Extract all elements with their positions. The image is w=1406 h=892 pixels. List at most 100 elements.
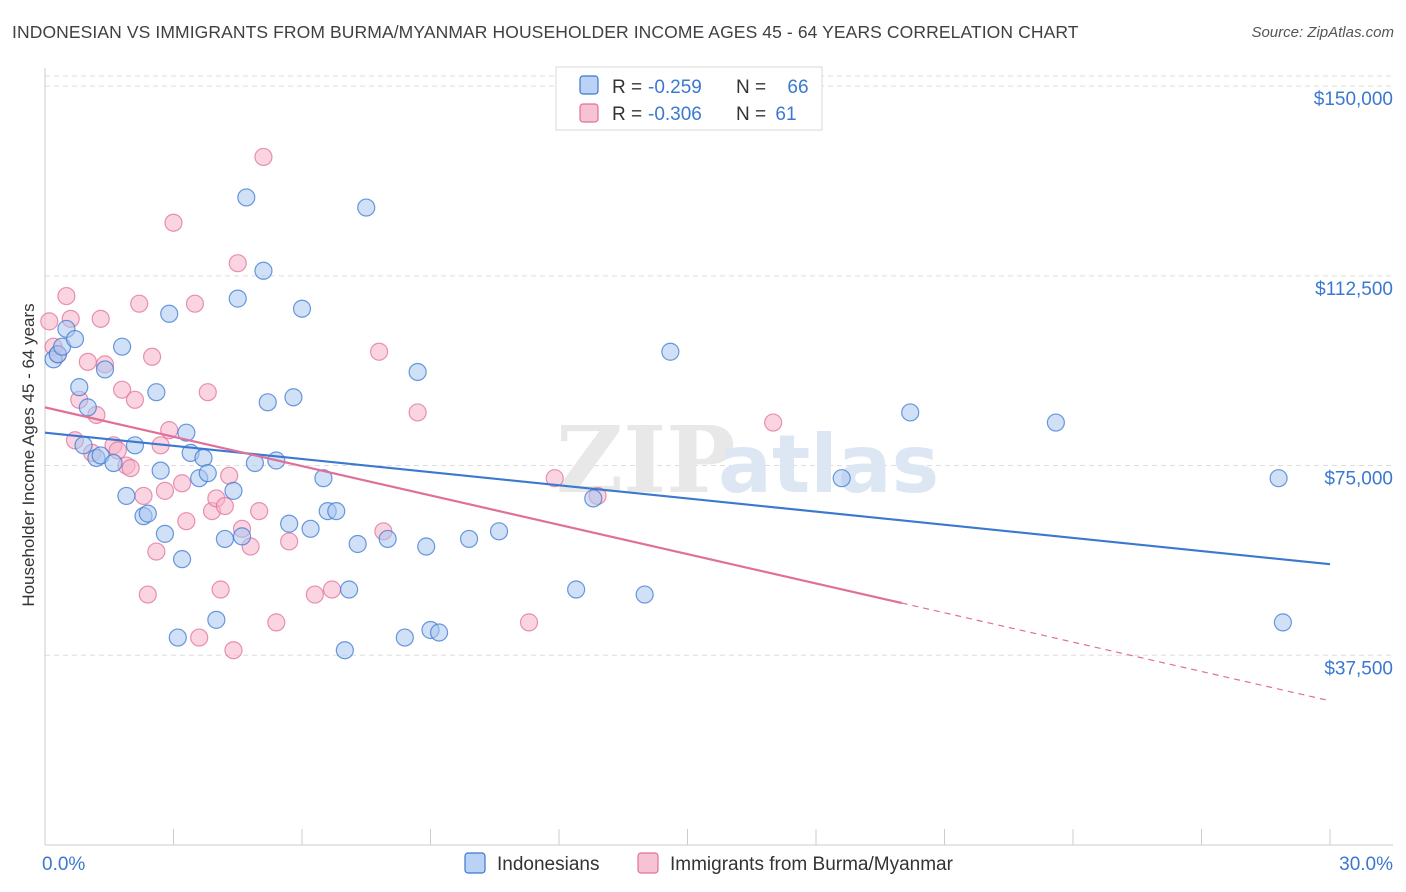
series-indonesians-points <box>44 188 1292 660</box>
y-tick-label: $37,500 <box>1324 658 1393 679</box>
indonesians-point <box>117 486 136 506</box>
indonesians-point <box>224 481 243 500</box>
legend-swatch-indonesians <box>579 75 599 95</box>
y-tick-label: $150,000 <box>1314 89 1393 110</box>
legend-n-value-2: 61 <box>775 104 796 125</box>
burma-point <box>142 347 162 366</box>
bottom-legend-label-burma: Immigrants from Burma/Myanmar <box>670 854 954 875</box>
burma-point <box>155 481 175 500</box>
burma-point <box>138 585 157 604</box>
burma-point <box>408 403 427 422</box>
indonesians-point <box>95 360 115 379</box>
legend-n-label-1: N = <box>736 77 766 98</box>
indonesians-point <box>832 469 851 488</box>
indonesians-point <box>198 464 217 483</box>
indonesians-point <box>168 628 187 647</box>
indonesians-point <box>459 529 479 549</box>
burma-point <box>254 147 273 167</box>
burma-point <box>519 613 539 632</box>
indonesians-point <box>258 393 277 412</box>
burma-point <box>250 501 269 521</box>
legend-r-label-2: R = <box>612 104 642 125</box>
trend-lines <box>44 406 1331 702</box>
burma-point <box>164 213 183 232</box>
indonesians-point <box>160 304 179 323</box>
bottom-legend-swatch-indonesians <box>464 852 486 874</box>
trend-line-0 <box>44 431 1331 566</box>
legend-swatch-burma <box>579 103 599 123</box>
indonesians-point <box>314 469 333 488</box>
burma-point <box>764 413 783 432</box>
indonesians-point <box>280 514 299 533</box>
burma-point <box>40 312 59 331</box>
indonesians-point <box>207 610 226 629</box>
indonesians-point <box>138 504 157 523</box>
burma-point <box>267 613 286 632</box>
indonesians-point <box>112 337 132 356</box>
burma-point <box>147 542 166 561</box>
burma-point <box>112 380 132 399</box>
indonesians-point <box>1269 469 1288 488</box>
indonesians-point <box>301 519 320 538</box>
burma-point <box>220 466 239 485</box>
y-tick-labels: $37,500 $75,000 $112,500 $150,000 <box>1314 89 1393 679</box>
burma-point <box>91 309 110 328</box>
burma-point <box>57 286 76 306</box>
indonesians-point <box>65 329 85 349</box>
indonesians-point <box>74 436 93 455</box>
bottom-legend-label-indonesians: Indonesians <box>497 854 599 875</box>
burma-point <box>322 580 342 599</box>
indonesians-point <box>155 524 175 543</box>
indonesians-point <box>584 489 603 508</box>
indonesians-point <box>417 537 436 556</box>
indonesians-point <box>395 628 414 647</box>
burma-point <box>177 512 196 531</box>
burma-point <box>121 458 140 478</box>
burma-point <box>190 628 209 647</box>
indonesians-point <box>151 461 170 480</box>
legend-stats: R = -0.259 N = 66 R = -0.306 N = 61 <box>555 66 823 131</box>
x-tick-label: 0.0% <box>42 854 85 875</box>
indonesians-point <box>635 585 654 604</box>
indonesians-point <box>177 423 196 442</box>
legend-r-value-1: -0.259 <box>648 77 702 98</box>
burma-point <box>224 641 243 660</box>
indonesians-point <box>1046 413 1065 432</box>
x-tick-label: 30.0% <box>1339 854 1393 875</box>
y-tick-label: $112,500 <box>1315 279 1393 300</box>
legend-n-value-1: 66 <box>787 77 808 98</box>
burma-point <box>228 254 247 273</box>
burma-point <box>78 352 97 371</box>
series-burma-points <box>40 147 783 660</box>
indonesians-point <box>567 580 586 599</box>
chart-source: Source: ZipAtlas.com <box>1251 24 1394 41</box>
burma-point <box>305 585 324 604</box>
burma-point <box>280 532 299 551</box>
indonesians-point <box>194 448 213 468</box>
indonesians-point <box>661 342 680 361</box>
indonesians-point <box>147 383 166 402</box>
indonesians-point <box>172 550 192 569</box>
indonesians-point <box>408 362 427 382</box>
burma-point <box>172 474 192 493</box>
indonesians-point <box>284 388 303 407</box>
indonesians-point <box>335 641 354 660</box>
legend-series: Indonesians Immigrants from Burma/Myanma… <box>464 852 954 875</box>
indonesians-point <box>237 188 256 207</box>
indonesians-point <box>327 501 346 521</box>
indonesians-point <box>232 527 252 546</box>
legend-n-label-2: N = <box>736 104 766 125</box>
indonesians-point <box>70 378 89 397</box>
burma-point <box>185 294 205 313</box>
indonesians-point <box>348 534 367 554</box>
trend-line-1 <box>44 406 902 605</box>
indonesians-point <box>429 623 449 642</box>
indonesians-point <box>215 529 234 549</box>
watermark-atlas: atlas <box>718 418 939 511</box>
bottom-legend-swatch-burma <box>637 852 659 874</box>
burma-point <box>134 486 153 506</box>
burma-point <box>370 342 389 361</box>
y-tick-label: $75,000 <box>1324 469 1393 490</box>
legend-r-label-1: R = <box>612 77 642 98</box>
